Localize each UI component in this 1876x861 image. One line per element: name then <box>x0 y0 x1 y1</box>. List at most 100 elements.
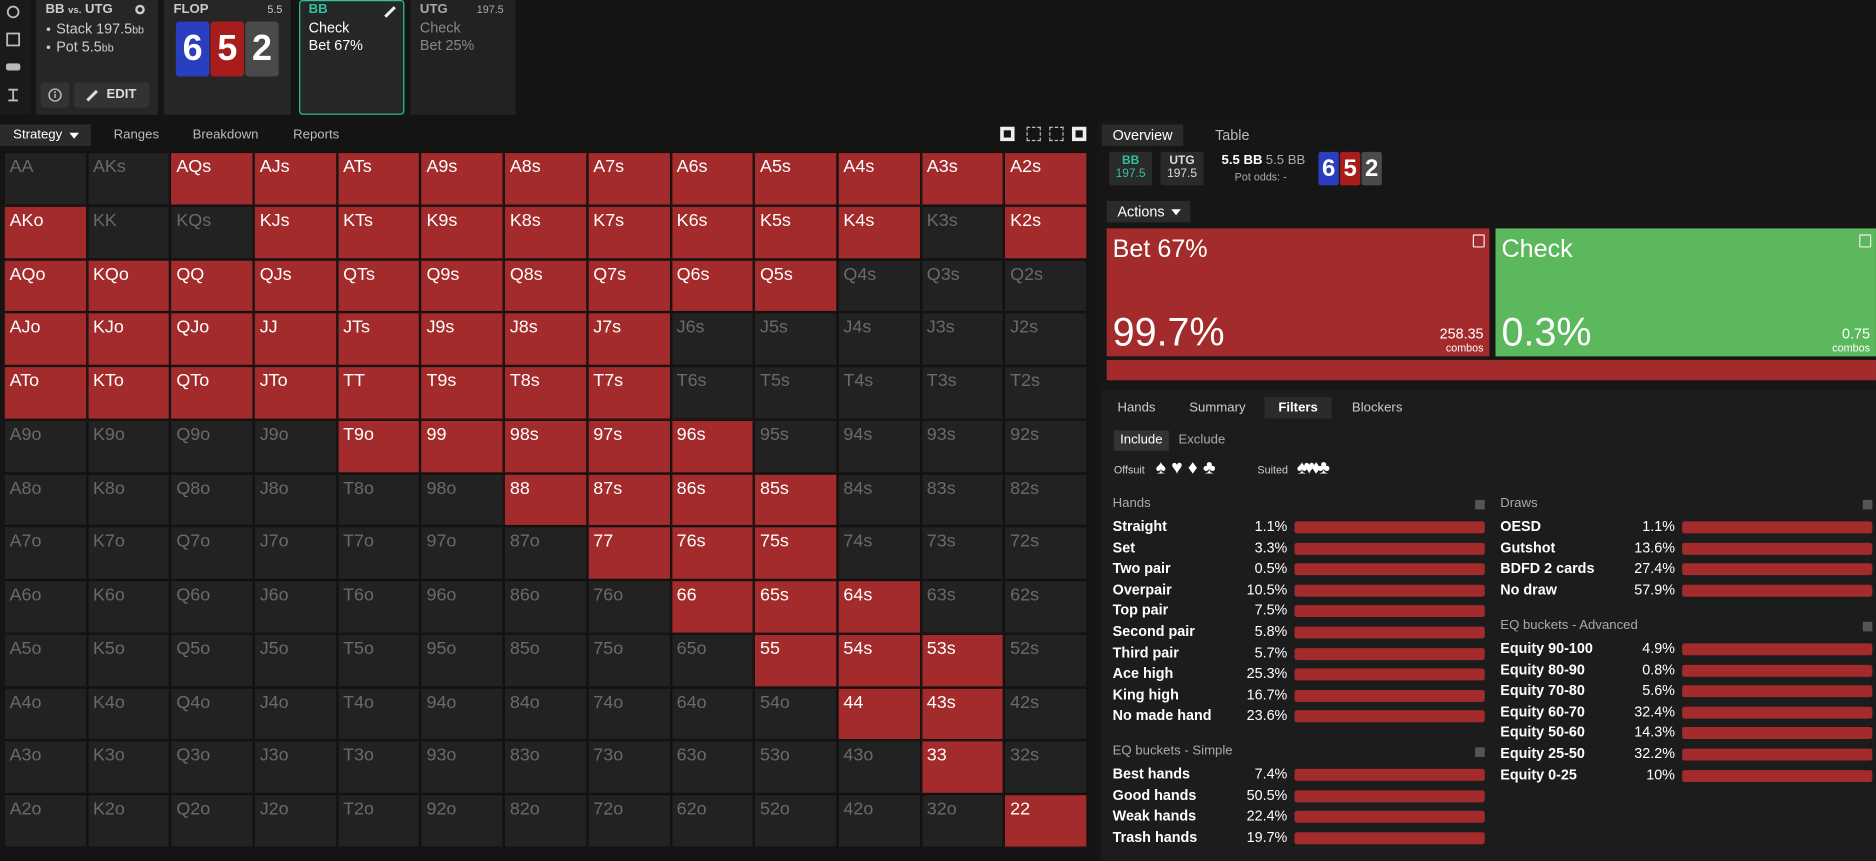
hand-cell[interactable]: T7o <box>337 526 421 581</box>
filter-name[interactable]: Two pair <box>1112 559 1171 577</box>
hand-cell[interactable]: T8o <box>337 473 421 527</box>
sub-tab[interactable]: Blockers <box>1351 400 1403 415</box>
hand-cell[interactable]: A6o <box>3 580 87 634</box>
hand-cell[interactable]: A8s <box>503 151 588 206</box>
hand-cell[interactable]: J4o <box>253 687 338 741</box>
filter-name[interactable]: Equity 80-90 <box>1500 660 1585 678</box>
hand-cell[interactable]: AKs <box>86 151 171 206</box>
tab[interactable]: Overview <box>1101 124 1184 146</box>
info-button[interactable] <box>40 82 70 108</box>
hand-cell[interactable]: Q4o <box>170 687 254 741</box>
hand-cell[interactable]: 77 <box>587 526 671 581</box>
hand-cell[interactable]: T2s <box>1004 365 1088 420</box>
hand-cell[interactable]: QTs <box>337 258 421 313</box>
group-toggle[interactable] <box>1475 747 1485 757</box>
suited-icons[interactable]: ♠♥♦♣ <box>1296 457 1330 479</box>
filter-name[interactable]: Top pair <box>1112 601 1169 619</box>
hand-cell[interactable]: Q6o <box>170 580 254 634</box>
hand-cell[interactable]: K7s <box>587 205 671 259</box>
node-action[interactable]: Bet 67% <box>308 37 363 54</box>
hand-cell[interactable]: T3s <box>920 365 1005 420</box>
tab[interactable]: Reports <box>293 124 339 146</box>
hand-cell[interactable]: 94o <box>420 687 504 741</box>
hand-cell[interactable]: 52s <box>1004 633 1088 688</box>
filter-name[interactable]: King high <box>1112 686 1179 703</box>
hand-cell[interactable]: QJo <box>170 312 254 366</box>
hand-cell[interactable]: A7s <box>587 151 671 206</box>
filter-name[interactable]: Equity 50-60 <box>1500 723 1585 741</box>
tab[interactable]: Ranges <box>114 124 159 146</box>
hand-cell[interactable]: 65o <box>670 633 754 688</box>
hand-cell[interactable]: 84o <box>503 687 588 741</box>
filter-mode[interactable]: Exclude <box>1178 432 1226 448</box>
hand-cell[interactable]: 86s <box>670 473 754 527</box>
hand-cell[interactable]: A9s <box>420 151 504 206</box>
hand-cell[interactable]: 97o <box>420 526 504 581</box>
sub-tab[interactable]: Hands <box>1117 400 1156 415</box>
filter-name[interactable]: Gutshot <box>1500 538 1556 556</box>
group-toggle[interactable] <box>1862 499 1873 510</box>
hand-cell[interactable]: K2s <box>1004 205 1088 259</box>
hand-cell[interactable]: 84s <box>837 473 921 527</box>
hand-cell[interactable]: 43o <box>837 740 921 795</box>
tab[interactable]: Breakdown <box>193 124 259 146</box>
hand-cell[interactable]: A7o <box>3 526 87 581</box>
hand-cell[interactable]: 76o <box>587 580 671 634</box>
hand-cell[interactable]: J4s <box>837 312 921 366</box>
hand-cell[interactable]: J5o <box>253 633 338 688</box>
hand-cell[interactable]: A4s <box>837 151 921 206</box>
hand-cell[interactable]: T6o <box>337 580 421 634</box>
hand-cell[interactable]: AJs <box>253 151 338 206</box>
hand-cell[interactable]: 76s <box>670 526 754 581</box>
hand-cell[interactable]: A2s <box>1004 151 1088 206</box>
view-toggle[interactable] <box>1049 126 1064 142</box>
hand-cell[interactable]: K3s <box>920 205 1005 259</box>
hand-cell[interactable]: 88 <box>503 473 588 527</box>
hand-cell[interactable]: J8s <box>503 312 588 366</box>
hand-cell[interactable]: J3o <box>253 740 338 795</box>
filter-name[interactable]: Equity 60-70 <box>1500 702 1585 720</box>
hand-cell[interactable]: K8o <box>86 473 171 527</box>
hand-cell[interactable]: 54s <box>837 633 921 688</box>
hand-cell[interactable]: Q3s <box>920 258 1005 313</box>
hand-cell[interactable]: Q7s <box>587 258 671 313</box>
hand-cell[interactable]: Q6s <box>670 258 754 313</box>
action-card[interactable] <box>1106 228 1490 357</box>
hand-cell[interactable]: AQo <box>3 258 87 313</box>
hand-cell[interactable]: Q2s <box>1004 258 1088 313</box>
hand-cell[interactable]: 52o <box>753 794 838 848</box>
hand-cell[interactable]: 53o <box>753 740 838 795</box>
hand-cell[interactable]: T6s <box>670 365 754 420</box>
hand-cell[interactable]: A3o <box>3 740 87 795</box>
hand-cell[interactable]: 72s <box>1004 526 1088 581</box>
hand-cell[interactable]: Q8o <box>170 473 254 527</box>
hand-cell[interactable]: K9s <box>420 205 504 259</box>
hand-cell[interactable]: TT <box>337 365 421 420</box>
hand-cell[interactable]: 33 <box>920 740 1005 795</box>
hand-cell[interactable]: 95s <box>753 419 838 474</box>
filter-name[interactable]: OESD <box>1500 517 1541 535</box>
filter-name[interactable]: Set <box>1112 538 1136 556</box>
hand-cell[interactable]: KTs <box>337 205 421 259</box>
hand-cell[interactable]: Q3o <box>170 740 254 795</box>
hand-cell[interactable]: K5o <box>86 633 171 688</box>
hand-cell[interactable]: 73o <box>587 740 671 795</box>
hand-cell[interactable]: KK <box>86 205 171 259</box>
hand-cell[interactable]: 64o <box>670 687 754 741</box>
notes-icon[interactable] <box>1472 234 1485 248</box>
hand-cell[interactable]: QQ <box>170 258 254 313</box>
hand-cell[interactable]: T8s <box>503 365 588 420</box>
hand-cell[interactable]: K9o <box>86 419 171 474</box>
hand-cell[interactable]: J9o <box>253 419 338 474</box>
hand-cell[interactable]: AQs <box>170 151 254 206</box>
filter-name[interactable]: No draw <box>1500 580 1557 598</box>
hand-cell[interactable]: A2o <box>3 794 87 848</box>
node-action[interactable]: Check <box>419 19 461 36</box>
action-node[interactable] <box>410 0 516 115</box>
group-toggle[interactable] <box>1475 499 1485 510</box>
sub-tab[interactable]: Summary <box>1189 400 1246 415</box>
hand-cell[interactable]: JJ <box>253 312 338 366</box>
filter-name[interactable]: Equity 25-50 <box>1500 744 1585 762</box>
actions-dropdown[interactable]: Actions <box>1106 200 1191 223</box>
hand-cell[interactable]: KQo <box>86 258 171 313</box>
